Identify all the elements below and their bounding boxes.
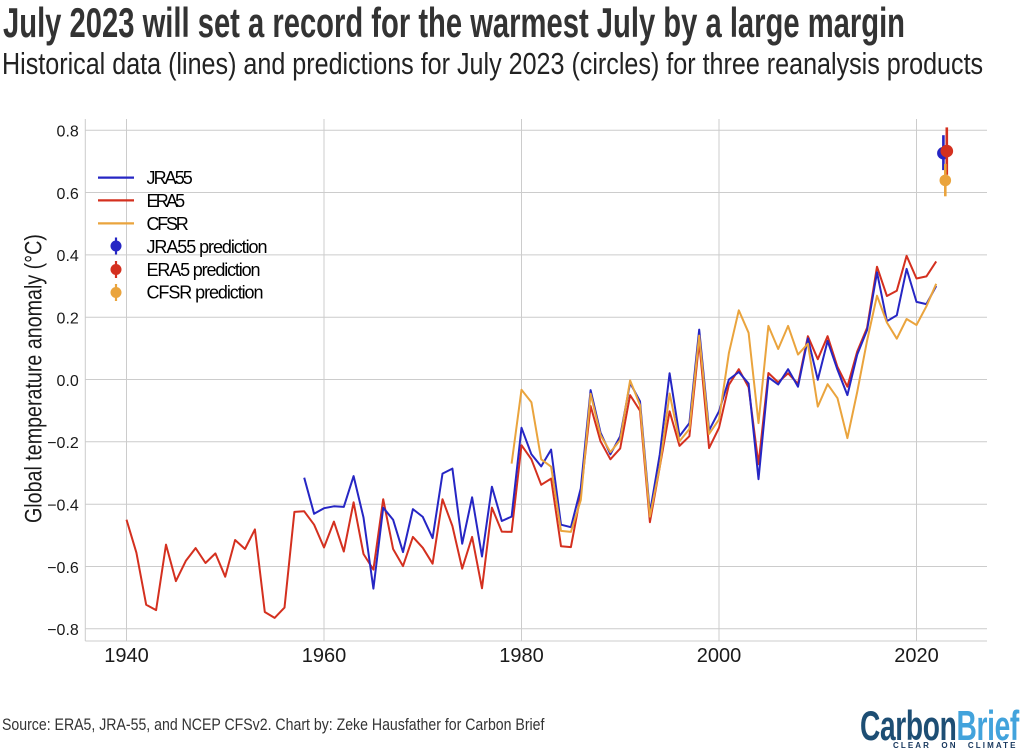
svg-text:0.2: 0.2 <box>57 311 79 328</box>
svg-text:−0.2: −0.2 <box>47 435 79 452</box>
svg-text:Global temperature anomaly (°C: Global temperature anomaly (°C) <box>20 234 47 523</box>
svg-text:−0.8: −0.8 <box>47 622 79 639</box>
svg-text:1980: 1980 <box>499 645 544 667</box>
svg-text:JRA55: JRA55 <box>147 168 193 188</box>
svg-text:0.6: 0.6 <box>57 186 79 203</box>
svg-text:CFSR: CFSR <box>147 214 189 234</box>
svg-text:ERA5: ERA5 <box>147 191 186 211</box>
svg-text:CFSR prediction: CFSR prediction <box>147 283 264 303</box>
svg-text:2000: 2000 <box>697 645 742 667</box>
svg-text:0.0: 0.0 <box>57 373 79 390</box>
svg-text:1960: 1960 <box>302 645 347 667</box>
svg-text:−0.6: −0.6 <box>47 560 79 577</box>
svg-text:1940: 1940 <box>104 645 149 667</box>
svg-text:ERA5 prediction: ERA5 prediction <box>147 260 261 280</box>
svg-text:JRA55 prediction: JRA55 prediction <box>147 237 268 257</box>
svg-text:−0.4: −0.4 <box>47 498 79 515</box>
svg-text:2020: 2020 <box>894 645 939 667</box>
svg-text:0.8: 0.8 <box>57 124 79 141</box>
svg-text:0.4: 0.4 <box>57 248 79 265</box>
